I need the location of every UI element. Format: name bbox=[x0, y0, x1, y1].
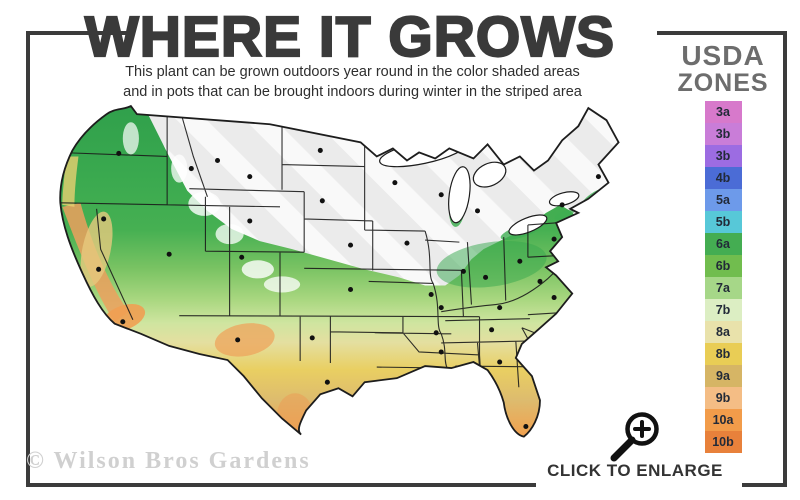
zone-swatch: 6a bbox=[704, 233, 742, 256]
zone-label: 8b bbox=[715, 347, 731, 362]
zone-label: 10a bbox=[712, 413, 734, 428]
zone-swatch: 5a bbox=[704, 189, 742, 212]
frame-bottom-right bbox=[742, 483, 787, 487]
zone-label: 7a bbox=[716, 281, 730, 296]
subtitle-line-1: This plant can be grown outdoors year ro… bbox=[125, 64, 580, 80]
page-title: WHERE IT GROWS bbox=[84, 4, 616, 70]
frame-top-right bbox=[657, 31, 787, 35]
zone-swatch: 10a bbox=[704, 409, 742, 432]
zone-swatch: 7b bbox=[704, 299, 742, 322]
subtitle-line-2: and in pots that can be brought indoors … bbox=[123, 84, 582, 101]
zone-swatch: 3a bbox=[704, 101, 742, 124]
click-to-enlarge-label[interactable]: CLICK TO ENLARGE bbox=[547, 461, 723, 480]
zone-label: 3b bbox=[715, 149, 731, 164]
zone-swatch: 6b bbox=[704, 255, 742, 278]
zone-label: 5b bbox=[715, 215, 731, 230]
zone-label: 3a bbox=[716, 105, 730, 120]
frame-right bbox=[783, 31, 787, 487]
zone-swatch: 7a bbox=[704, 277, 742, 300]
zone-label: 5a bbox=[716, 193, 730, 208]
zone-label: 7b bbox=[715, 303, 731, 318]
zone-swatch: 5b bbox=[704, 211, 742, 234]
zone-label: 8a bbox=[716, 325, 730, 340]
zone-label: 6b bbox=[715, 259, 731, 274]
zone-swatch: 8a bbox=[704, 321, 742, 344]
zone-swatch: 4b bbox=[704, 167, 742, 190]
page-subtitle: This plant can be grown outdoors year ro… bbox=[0, 62, 705, 103]
zone-label: 10b bbox=[712, 435, 734, 450]
zone-swatch: 3b bbox=[704, 123, 742, 146]
zone-swatch: 10b bbox=[704, 431, 742, 454]
zone-label: 9a bbox=[716, 369, 730, 384]
legend-title-usda: USDA bbox=[681, 40, 765, 71]
zone-swatch: 9a bbox=[704, 365, 742, 388]
zone-swatch: 8b bbox=[704, 343, 742, 366]
usda-zones-legend: USDA ZONES 3a 3b 3b 4b 5a 5b 6a 6b bbox=[672, 40, 774, 454]
watermark: © Wilson Bros Gardens bbox=[26, 448, 311, 474]
magnifier-plus-icon[interactable] bbox=[606, 408, 666, 473]
legend-zones: 3a 3b 3b 4b 5a 5b 6a 6b 7a 7b bbox=[672, 101, 774, 454]
zone-swatch: 3b bbox=[704, 145, 742, 168]
frame-top-left bbox=[26, 31, 128, 35]
zone-label: 9b bbox=[715, 391, 731, 406]
zone-label: 3b bbox=[715, 127, 731, 142]
zone-label: 4b bbox=[715, 171, 731, 186]
zone-swatch: 9b bbox=[704, 387, 742, 410]
us-outline bbox=[59, 104, 620, 438]
legend-title-zones: ZONES bbox=[677, 68, 769, 97]
frame-bottom-left bbox=[26, 483, 536, 487]
zone-label: 6a bbox=[716, 237, 730, 252]
map-fill-layers bbox=[60, 106, 619, 437]
us-zone-map[interactable] bbox=[18, 98, 673, 486]
frame-left bbox=[26, 31, 30, 487]
